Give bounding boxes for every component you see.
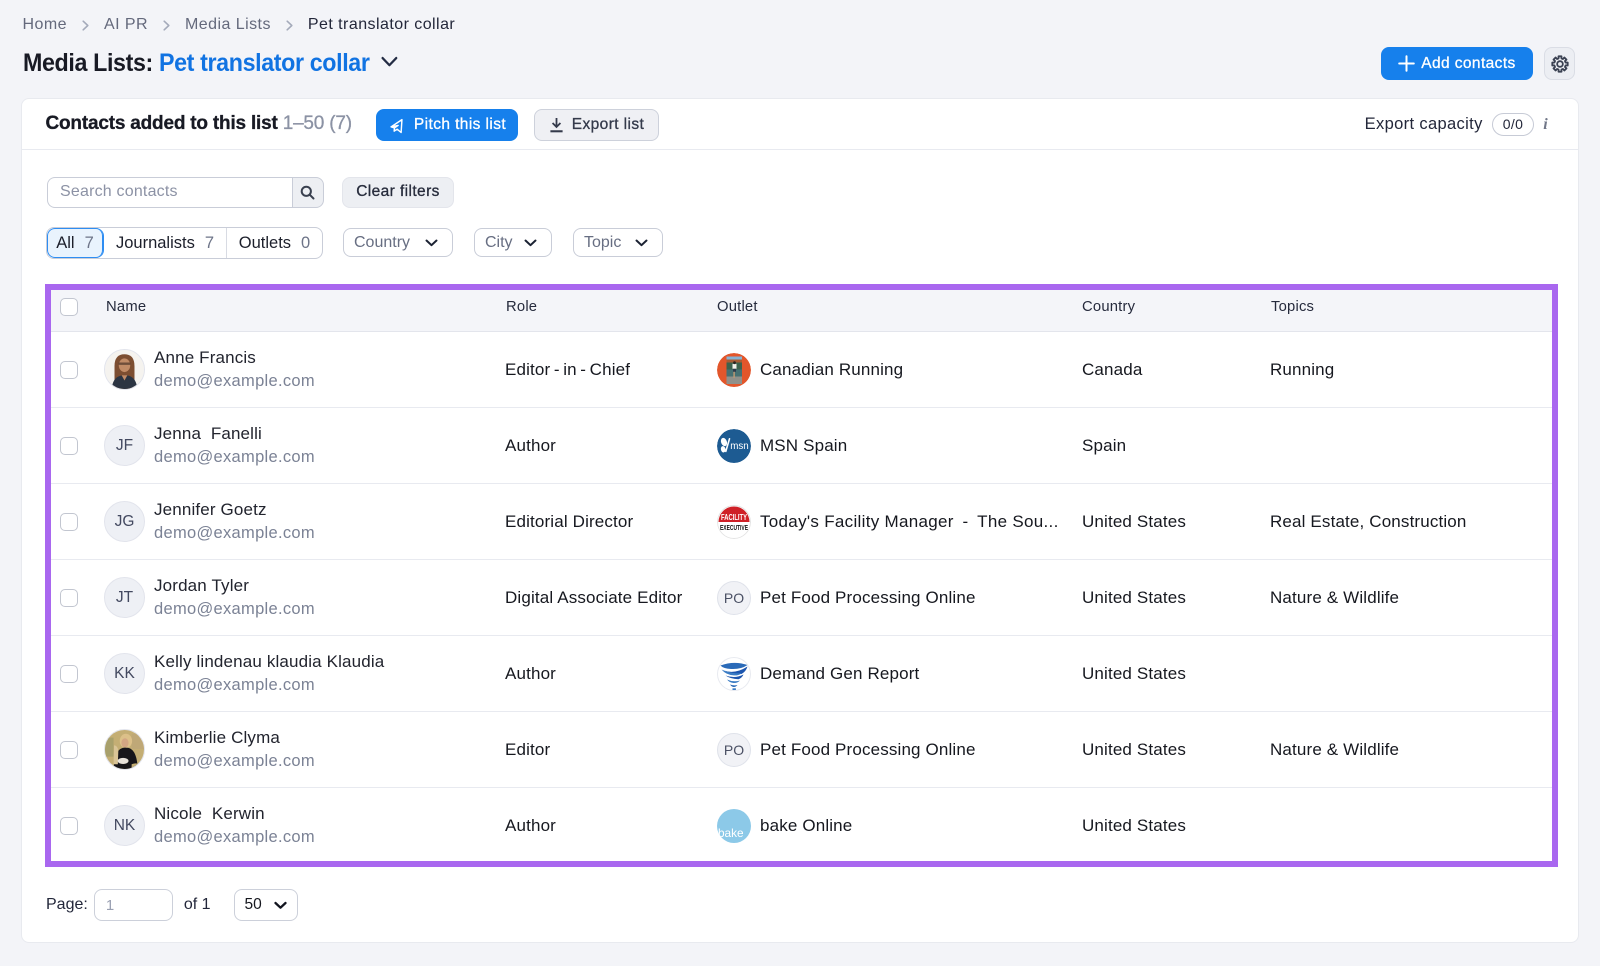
- svg-text:bake: bake: [718, 826, 744, 840]
- svg-text:msn: msn: [730, 441, 749, 452]
- svg-text:EXECUTIVE: EXECUTIVE: [720, 523, 748, 532]
- svg-text:FACILITY: FACILITY: [721, 512, 747, 522]
